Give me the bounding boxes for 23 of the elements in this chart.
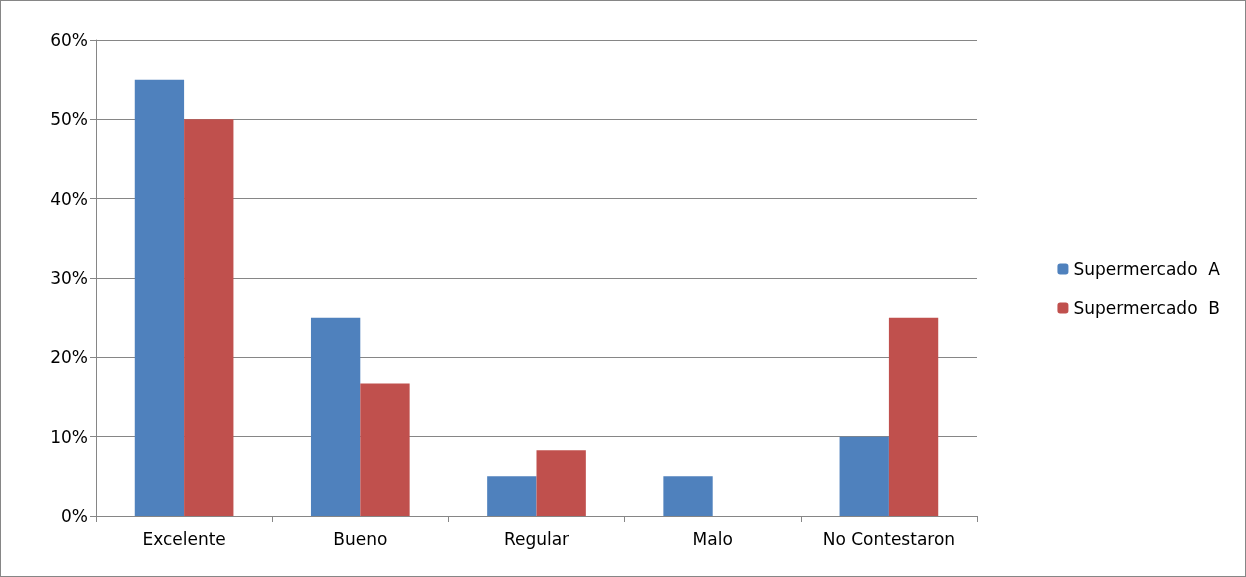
bar: [536, 450, 586, 516]
x-tick-label: Regular: [503, 528, 570, 549]
y-tick-label: 30%: [50, 268, 88, 288]
x-tick-label: Excelente: [142, 528, 226, 549]
bar: [839, 436, 889, 516]
y-tick-label: 20%: [50, 347, 88, 368]
bar: [134, 79, 185, 516]
y-tick-label: 60%: [50, 30, 88, 50]
bar: [487, 476, 537, 516]
x-tick-label: Malo: [692, 528, 733, 549]
y-tick-label: 40%: [50, 188, 88, 209]
y-tick-label: 10%: [50, 426, 88, 447]
bar: [360, 383, 410, 516]
y-tick-label: 0%: [61, 506, 88, 526]
bar: [310, 317, 361, 516]
legend-label: Supermercado B: [1073, 298, 1221, 318]
legend-label: Supermercado A: [1073, 259, 1221, 279]
x-tick-label: Bueno: [333, 528, 388, 549]
bar: [888, 317, 939, 516]
bar: [184, 119, 234, 516]
x-tick-label: No Contestaron: [822, 528, 956, 549]
bar: [663, 476, 713, 516]
y-tick-label: 50%: [50, 109, 88, 130]
